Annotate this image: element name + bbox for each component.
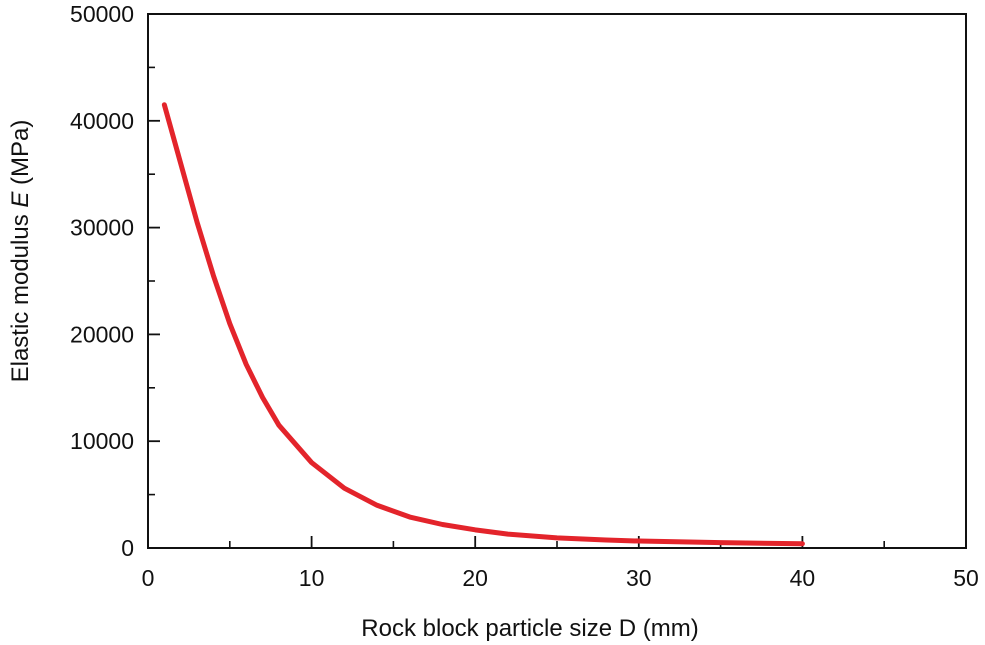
y-axis-title: Elastic modulus E (MPa) [7,120,34,383]
y-tick-label: 20000 [70,321,134,347]
x-tick-label: 10 [299,565,325,591]
x-tick-label: 40 [790,565,816,591]
y-axis-title-prefix: Elastic modulus [7,208,34,383]
x-tick-label: 50 [953,565,979,591]
axis-ticks [147,13,967,549]
y-tick-label: 10000 [70,428,134,454]
y-tick-label: 50000 [70,1,134,27]
y-axis-title-suffix: (MPa) [7,120,34,192]
y-tick-label: 30000 [70,215,134,241]
y-axis-title-symbol: E [7,191,34,208]
y-tick-label: 40000 [70,108,134,134]
series-line [161,102,805,547]
x-tick-label: 30 [626,565,652,591]
series-layer [161,102,805,547]
x-tick-label: 0 [142,565,155,591]
x-axis-title: Rock block particle size D (mm) [361,615,698,642]
plot-border [147,13,967,549]
tick-labels: 0 10 20 30 40 50 0 10000 20000 30000 40000 50000 [70,1,979,591]
x-tick-label: 20 [462,565,488,591]
y-tick-label: 0 [121,535,134,561]
plot-frame [147,13,967,549]
